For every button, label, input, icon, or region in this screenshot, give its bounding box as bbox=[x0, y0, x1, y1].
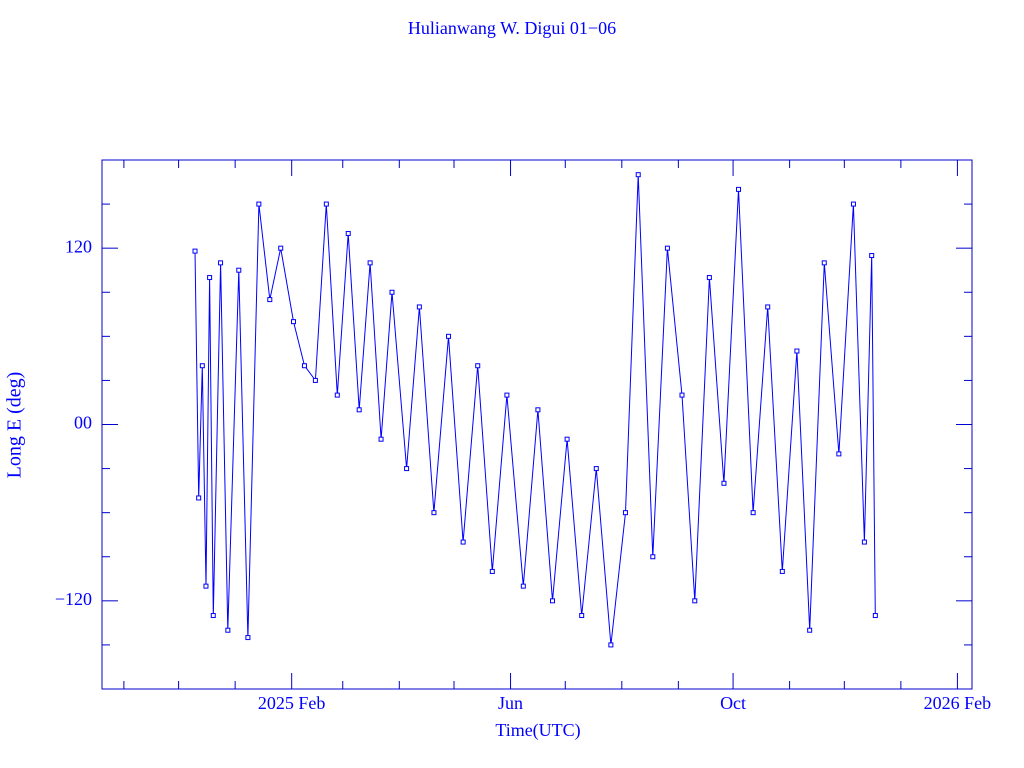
point-marker bbox=[334, 392, 340, 398]
point-marker bbox=[245, 635, 251, 641]
point-marker bbox=[520, 583, 526, 589]
point-marker bbox=[692, 598, 698, 604]
point-marker bbox=[218, 260, 224, 266]
point-marker bbox=[404, 466, 410, 472]
point-marker bbox=[378, 436, 384, 442]
point-marker bbox=[535, 407, 541, 413]
point-marker bbox=[301, 363, 307, 369]
point-marker bbox=[635, 172, 641, 178]
x-tick-label: Jun bbox=[498, 693, 523, 713]
point-marker bbox=[389, 289, 395, 295]
point-marker bbox=[736, 186, 742, 192]
point-marker bbox=[431, 510, 437, 516]
point-marker bbox=[460, 539, 466, 545]
point-marker bbox=[199, 363, 205, 369]
point-marker bbox=[504, 392, 510, 398]
point-marker bbox=[836, 451, 842, 457]
point-marker bbox=[869, 253, 875, 259]
y-tick-label: 120 bbox=[65, 236, 92, 256]
point-marker bbox=[750, 510, 756, 516]
point-marker bbox=[489, 568, 495, 574]
chart-title: Hulianwang W. Digui 01−06 bbox=[408, 18, 616, 38]
y-tick-label: 00 bbox=[74, 413, 92, 433]
y-tick-label: −120 bbox=[55, 589, 92, 609]
point-marker bbox=[323, 201, 329, 207]
x-tick-label: 2026 Feb bbox=[924, 693, 992, 713]
point-marker bbox=[312, 377, 318, 383]
point-marker bbox=[622, 510, 628, 516]
point-marker bbox=[579, 613, 585, 619]
x-tick-label: 2025 Feb bbox=[258, 693, 326, 713]
point-marker bbox=[416, 304, 422, 310]
point-marker bbox=[564, 436, 570, 442]
point-marker bbox=[861, 539, 867, 545]
point-marker bbox=[821, 260, 827, 266]
point-marker bbox=[550, 598, 556, 604]
point-marker bbox=[872, 613, 878, 619]
x-tick-label: Oct bbox=[720, 693, 746, 713]
point-marker bbox=[721, 480, 727, 486]
point-marker bbox=[196, 495, 202, 501]
plot-area bbox=[192, 172, 878, 648]
point-marker bbox=[706, 275, 712, 281]
point-marker bbox=[367, 260, 373, 266]
point-marker bbox=[650, 554, 656, 560]
point-marker bbox=[267, 297, 273, 303]
point-marker bbox=[356, 407, 362, 413]
x-axis-title: Time(UTC) bbox=[495, 720, 580, 741]
point-marker bbox=[207, 275, 213, 281]
point-marker bbox=[291, 319, 297, 325]
point-marker bbox=[278, 245, 284, 251]
point-marker bbox=[807, 627, 813, 633]
point-marker bbox=[765, 304, 771, 310]
point-marker bbox=[664, 245, 670, 251]
point-marker bbox=[236, 267, 242, 273]
point-marker bbox=[475, 363, 481, 369]
point-marker bbox=[203, 583, 209, 589]
point-marker bbox=[779, 568, 785, 574]
point-marker bbox=[794, 348, 800, 354]
point-marker bbox=[608, 642, 614, 648]
y-axis-title: Long E (deg) bbox=[4, 372, 26, 479]
point-marker bbox=[850, 201, 856, 207]
point-marker bbox=[593, 466, 599, 472]
point-marker bbox=[210, 613, 216, 619]
point-marker bbox=[345, 230, 351, 236]
point-marker bbox=[192, 248, 198, 254]
point-marker bbox=[256, 201, 262, 207]
point-marker bbox=[679, 392, 685, 398]
point-marker bbox=[225, 627, 231, 633]
point-marker bbox=[446, 333, 452, 339]
series-line bbox=[194, 174, 876, 645]
